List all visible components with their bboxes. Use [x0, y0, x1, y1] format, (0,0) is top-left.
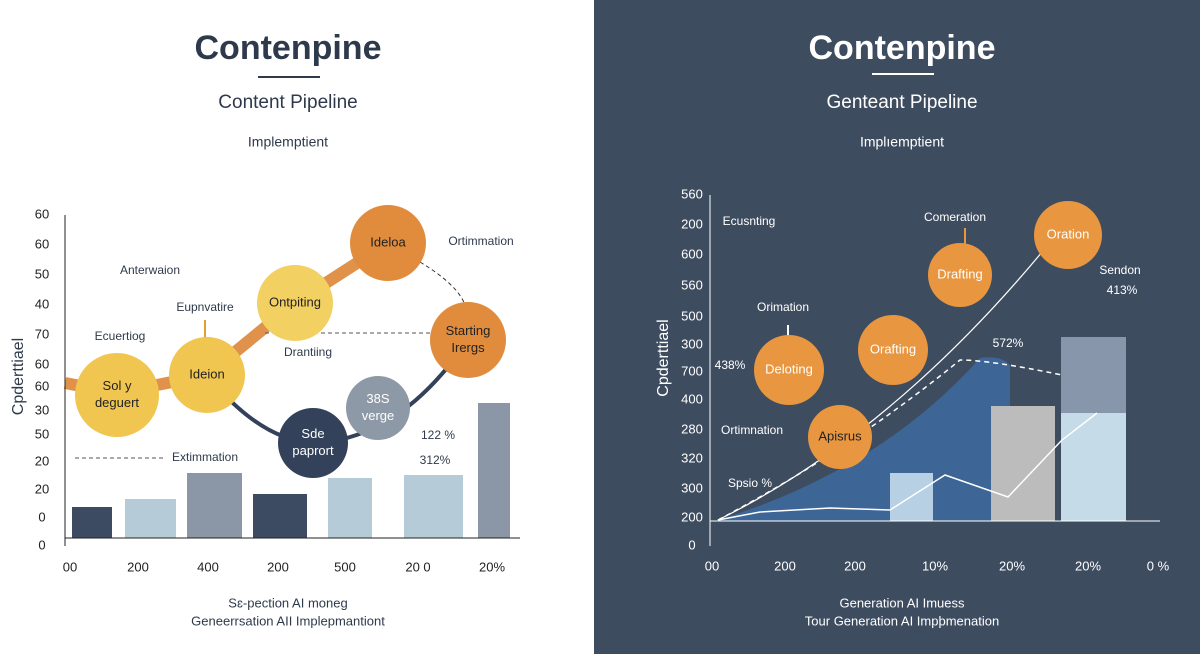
node-label: Drafting — [937, 266, 983, 281]
node — [808, 405, 872, 469]
x-tick-label: 20% — [999, 558, 1025, 573]
y-tick-label: 400 — [681, 391, 703, 406]
x-tick-label: 00 — [63, 559, 77, 574]
annotation: Extimmation — [172, 450, 238, 464]
node — [350, 205, 426, 281]
node — [278, 408, 348, 478]
node-label: Apisrus — [818, 428, 862, 443]
y-tick-label: 500 — [681, 308, 703, 323]
y-tick-label: 60 — [35, 236, 49, 251]
y-tick-label: 280 — [681, 421, 703, 436]
title: Contenpine — [809, 29, 996, 67]
annotation: Anterwaion — [120, 263, 180, 277]
y-tick-label: 560 — [681, 186, 703, 201]
node-label: 38S — [366, 391, 389, 406]
x-tick-label: 00 — [705, 558, 719, 573]
y-tick-label: 0 — [38, 537, 45, 552]
node — [858, 315, 928, 385]
y-tick-label: 560 — [681, 277, 703, 292]
node-label: Sde — [301, 426, 324, 441]
annotation: Ortimmation — [448, 234, 513, 248]
annotation: Ecusnting — [723, 214, 776, 228]
node — [257, 265, 333, 341]
annotation: Spsio % — [728, 476, 772, 490]
node-label: paprort — [292, 443, 334, 458]
x-tick-label: 20 0 — [405, 559, 430, 574]
x-tick-label: 200 — [844, 558, 866, 573]
y-tick-label: 20 — [35, 481, 49, 496]
node-label: Idelоa — [370, 234, 406, 249]
y-tick-label: 200 — [681, 509, 703, 524]
node — [346, 376, 410, 440]
footer-text: Tour Generation AI Impþmenation — [805, 613, 999, 628]
x-tick-label: 500 — [334, 559, 356, 574]
x-tick-label: 20% — [1075, 558, 1101, 573]
caption: Implemptient — [248, 134, 328, 150]
node — [928, 243, 992, 307]
x-tick-label: 0 % — [1147, 558, 1170, 573]
footer-text: Sɛ-pection AI moneg — [228, 595, 347, 610]
node-label: Orafting — [870, 341, 916, 356]
node — [1034, 201, 1102, 269]
y-tick-label: 70 — [35, 326, 49, 341]
y-tick-label: 60 — [35, 356, 49, 371]
annotation: 413% — [1107, 283, 1138, 297]
annotation: 438% — [715, 358, 746, 372]
node-label: Sol y — [103, 378, 132, 393]
y-tick-label: 300 — [681, 336, 703, 351]
node-label: Deloting — [765, 361, 813, 376]
right-shapes — [717, 228, 1126, 521]
y-tick-label: 300 — [681, 480, 703, 495]
annotation: Sendon — [1099, 263, 1140, 277]
annotation: Orimation — [757, 300, 809, 314]
node-label: Irergs — [451, 340, 485, 355]
node — [430, 302, 506, 378]
y-tick-label: 700 — [681, 363, 703, 378]
y-tick-label: 200 — [681, 216, 703, 231]
node — [75, 353, 159, 437]
annotation: Ortimnation — [721, 423, 783, 437]
annotation: 122 % — [421, 428, 455, 442]
y-tick-label: 30 — [35, 402, 49, 417]
x-tick-label: 400 — [197, 559, 219, 574]
annotation: Ecuertiog — [95, 329, 146, 343]
y-axis-label: Cpderttiael — [10, 338, 27, 415]
node-label: Starting — [446, 323, 491, 338]
node-label: Ontpiting — [269, 294, 321, 309]
y-tick-label: 40 — [35, 296, 49, 311]
title: Contenpine — [195, 29, 382, 67]
y-tick-label: 60 — [35, 378, 49, 393]
node-label: deguert — [95, 395, 139, 410]
node — [754, 335, 824, 405]
subtitle: Genteant Pipeline — [826, 92, 977, 113]
annotation: 312% — [420, 453, 451, 467]
x-tick-label: 10% — [922, 558, 948, 573]
annotation: 572% — [993, 336, 1024, 350]
x-tick-label: 200 — [127, 559, 149, 574]
caption: Implıemptient — [860, 134, 944, 150]
y-tick-label: 50 — [35, 426, 49, 441]
node-label: Ideion — [189, 366, 224, 381]
x-tick-label: 20% — [479, 559, 505, 574]
annotation: Eupnvatire — [176, 300, 234, 314]
y-tick-label: 50 — [35, 266, 49, 281]
y-tick-label: 600 — [681, 246, 703, 261]
y-tick-label: 20 — [35, 453, 49, 468]
footer-text: Geneerrsation AII Implepmantiont — [191, 613, 385, 628]
x-tick-label: 200 — [267, 559, 289, 574]
footer-text: Generation AI Imuess — [839, 595, 965, 610]
y-tick-label: 0 — [688, 537, 695, 552]
y-tick-label: 60 — [35, 206, 49, 221]
y-tick-label: 320 — [681, 450, 703, 465]
y-axis-label: Cpderttiael — [655, 319, 672, 396]
node-label: verge — [362, 408, 395, 423]
annotation: Drantiing — [284, 345, 332, 359]
x-tick-label: 200 — [774, 558, 796, 573]
y-tick-label: 0 — [38, 509, 45, 524]
node — [169, 337, 245, 413]
subtitle: Content Pipeline — [218, 92, 357, 113]
node-label: Oration — [1047, 226, 1090, 241]
annotation: Comeration — [924, 210, 986, 224]
